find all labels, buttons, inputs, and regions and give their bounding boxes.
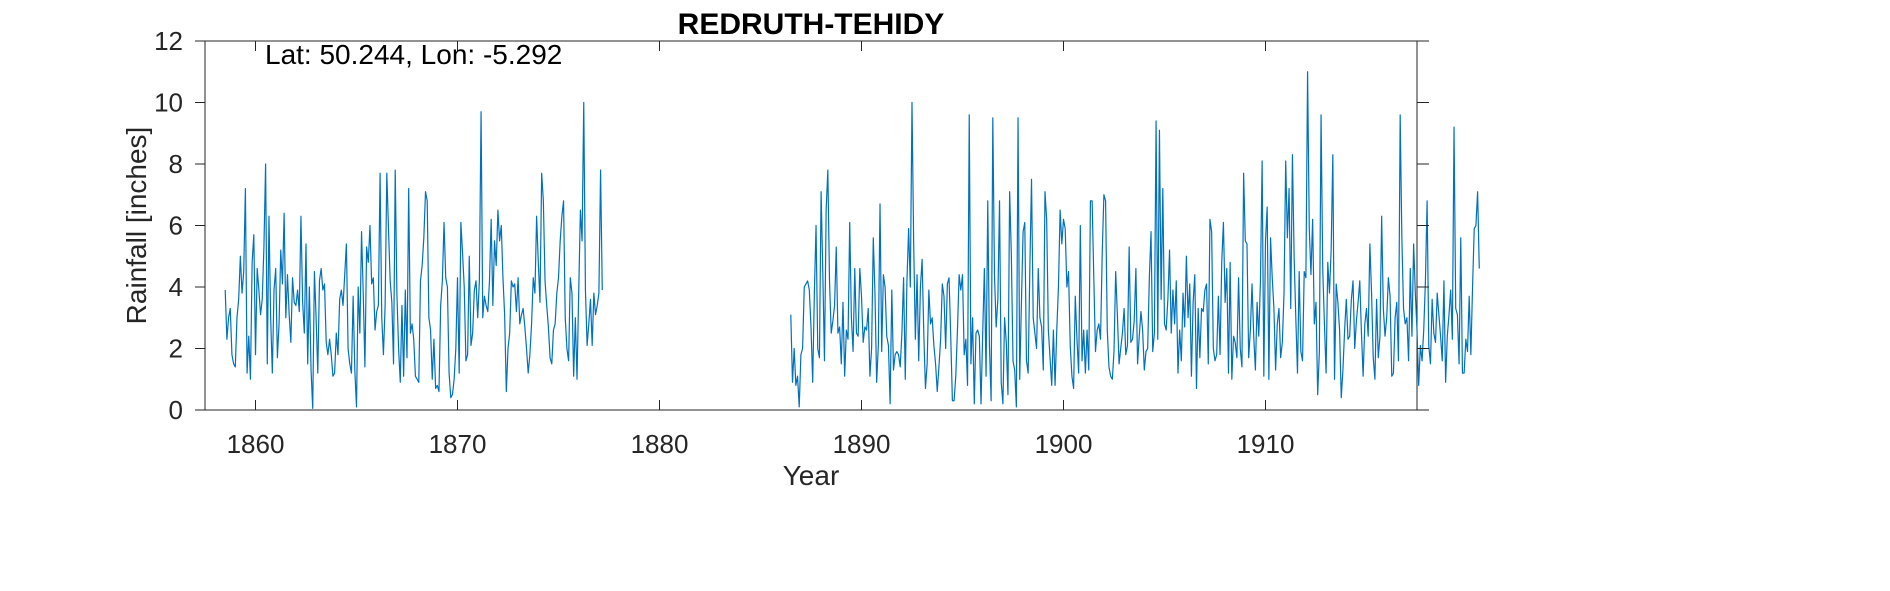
x-tick-label-1900: 1900	[1035, 429, 1093, 459]
axes-box	[204, 40, 1418, 411]
x-axis-label: Year	[783, 460, 840, 491]
x-tick-label-1880: 1880	[631, 429, 689, 459]
y-tick-label-10: 10	[154, 88, 183, 118]
x-tick-label-1860: 1860	[227, 429, 285, 459]
plot-area: 1860 1870 1880 1890 1900 1910 0 2 4 6 8 10 12	[154, 26, 1480, 459]
station-coordinates-annotation: Lat: 50.244, Lon: -5.292	[265, 39, 562, 70]
rainfall-series-segment-1	[224, 101, 603, 410]
chart-title: REDRUTH-TEHIDY	[678, 8, 945, 41]
y-tick-label-2: 2	[169, 334, 183, 364]
y-tick-label-4: 4	[169, 272, 183, 302]
rainfall-series-segment-2	[790, 71, 1480, 408]
x-tick-label-1870: 1870	[429, 429, 487, 459]
y-tick-label-6: 6	[169, 211, 183, 241]
x-tick-label-1890: 1890	[833, 429, 891, 459]
y-tick-label-8: 8	[169, 149, 183, 179]
y-tick-label-12: 12	[154, 26, 183, 56]
x-tick-label-1910: 1910	[1237, 429, 1295, 459]
y-axis-label: Rainfall [inches]	[121, 127, 152, 325]
y-tick-label-0: 0	[169, 395, 183, 425]
